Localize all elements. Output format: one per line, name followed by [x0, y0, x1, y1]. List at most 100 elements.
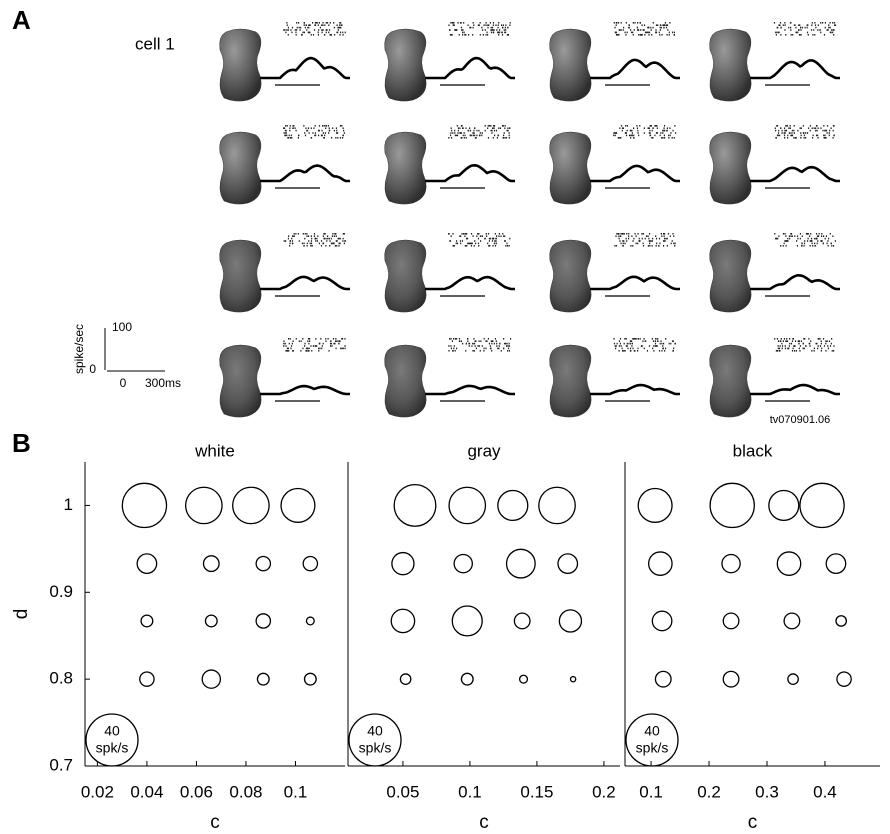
bubble [256, 614, 270, 628]
raster-tick [326, 32, 327, 34]
raster-tick [785, 125, 786, 127]
bubble [777, 552, 800, 575]
raster-tick [454, 24, 455, 26]
raster-tick [328, 24, 329, 26]
raster-tick [322, 24, 323, 26]
raster-tick [666, 34, 667, 36]
stimulus-object [550, 132, 592, 204]
raster-tick [673, 350, 674, 352]
raster-tick [825, 137, 826, 139]
raster-tick [817, 137, 818, 139]
raster-tick [803, 245, 804, 247]
raster-tick [457, 22, 458, 24]
stimulus-object [385, 240, 427, 312]
raster-tick [832, 22, 833, 24]
raster-tick [473, 130, 474, 132]
raster-tick [287, 350, 288, 352]
raster-tick [304, 32, 305, 34]
raster-tick [796, 350, 797, 352]
raster-tick [622, 348, 623, 350]
raster-tick [814, 127, 815, 129]
raster-tick [817, 235, 818, 237]
size-legend-unit: spk/s [636, 740, 669, 756]
raster-tick [305, 127, 306, 129]
raster-tick [308, 350, 309, 352]
raster-tick [343, 348, 344, 350]
raster-tick [290, 137, 291, 139]
raster-tick [317, 235, 318, 237]
raster-tick [825, 27, 826, 29]
bubble [514, 613, 530, 629]
raster-tick [817, 243, 818, 245]
raster-tick [811, 24, 812, 26]
raster-tick [304, 22, 305, 24]
raster-tick [339, 34, 340, 36]
bubble [256, 556, 270, 570]
raster-tick [630, 130, 631, 132]
raster-tick [780, 245, 781, 247]
raster-tick [489, 238, 490, 240]
raster-tick [623, 243, 624, 245]
raster-tick [818, 345, 819, 347]
raster-tick [833, 130, 834, 132]
raster-tick [457, 135, 458, 137]
raster-tick [474, 245, 475, 247]
raster-tick [338, 340, 339, 342]
raster-tick [775, 127, 776, 129]
raster-tick [502, 27, 503, 29]
raster-tick [828, 348, 829, 350]
cell-label: cell 1 [135, 34, 175, 53]
raster-tick [302, 348, 303, 350]
raster-tick [632, 32, 633, 34]
size-legend-value: 40 [644, 723, 660, 739]
raster-tick [641, 24, 642, 26]
raster-tick [459, 127, 460, 129]
raster-tick [630, 137, 631, 139]
raster-tick [652, 27, 653, 29]
raster-tick [796, 32, 797, 34]
raster-tick [628, 235, 629, 237]
raster-tick [627, 348, 628, 350]
raster-tick [652, 130, 653, 132]
raster-tick [650, 240, 651, 242]
raster-tick [290, 240, 291, 242]
raster-tick [816, 343, 817, 345]
raster-tick [325, 233, 326, 235]
raster-tick [800, 345, 801, 347]
raster-tick [784, 240, 785, 242]
raster-tick [779, 350, 780, 352]
raster-tick [478, 238, 479, 240]
raster-tick [469, 343, 470, 345]
raster-tick [669, 22, 670, 24]
stimulus-object [550, 240, 592, 312]
raster-tick [650, 125, 651, 127]
bubble [203, 556, 219, 572]
raster-tick [339, 340, 340, 342]
raster-tick [334, 27, 335, 29]
raster-tick [647, 27, 648, 29]
raster-tick [342, 135, 343, 137]
raster-tick [472, 34, 473, 36]
raster-tick [509, 245, 510, 247]
raster-tick [675, 243, 676, 245]
raster-tick [643, 338, 644, 340]
raster-tick [459, 340, 460, 342]
raster-tick [621, 125, 622, 127]
stimulus-object [550, 345, 592, 417]
raster-tick [664, 235, 665, 237]
raster-tick [633, 338, 634, 340]
raster-tick [465, 34, 466, 36]
raster-tick [318, 348, 319, 350]
raster-tick [329, 240, 330, 242]
raster-tick [337, 132, 338, 134]
raster-tick [636, 243, 637, 245]
bubble [137, 554, 157, 574]
raster-tick [308, 32, 309, 34]
raster-tick [809, 343, 810, 345]
raster-tick [622, 127, 623, 129]
raster-tick [295, 32, 296, 34]
raster-tick [336, 245, 337, 247]
raster-tick [785, 340, 786, 342]
chart-title: black [733, 441, 773, 460]
raster-tick [494, 130, 495, 132]
